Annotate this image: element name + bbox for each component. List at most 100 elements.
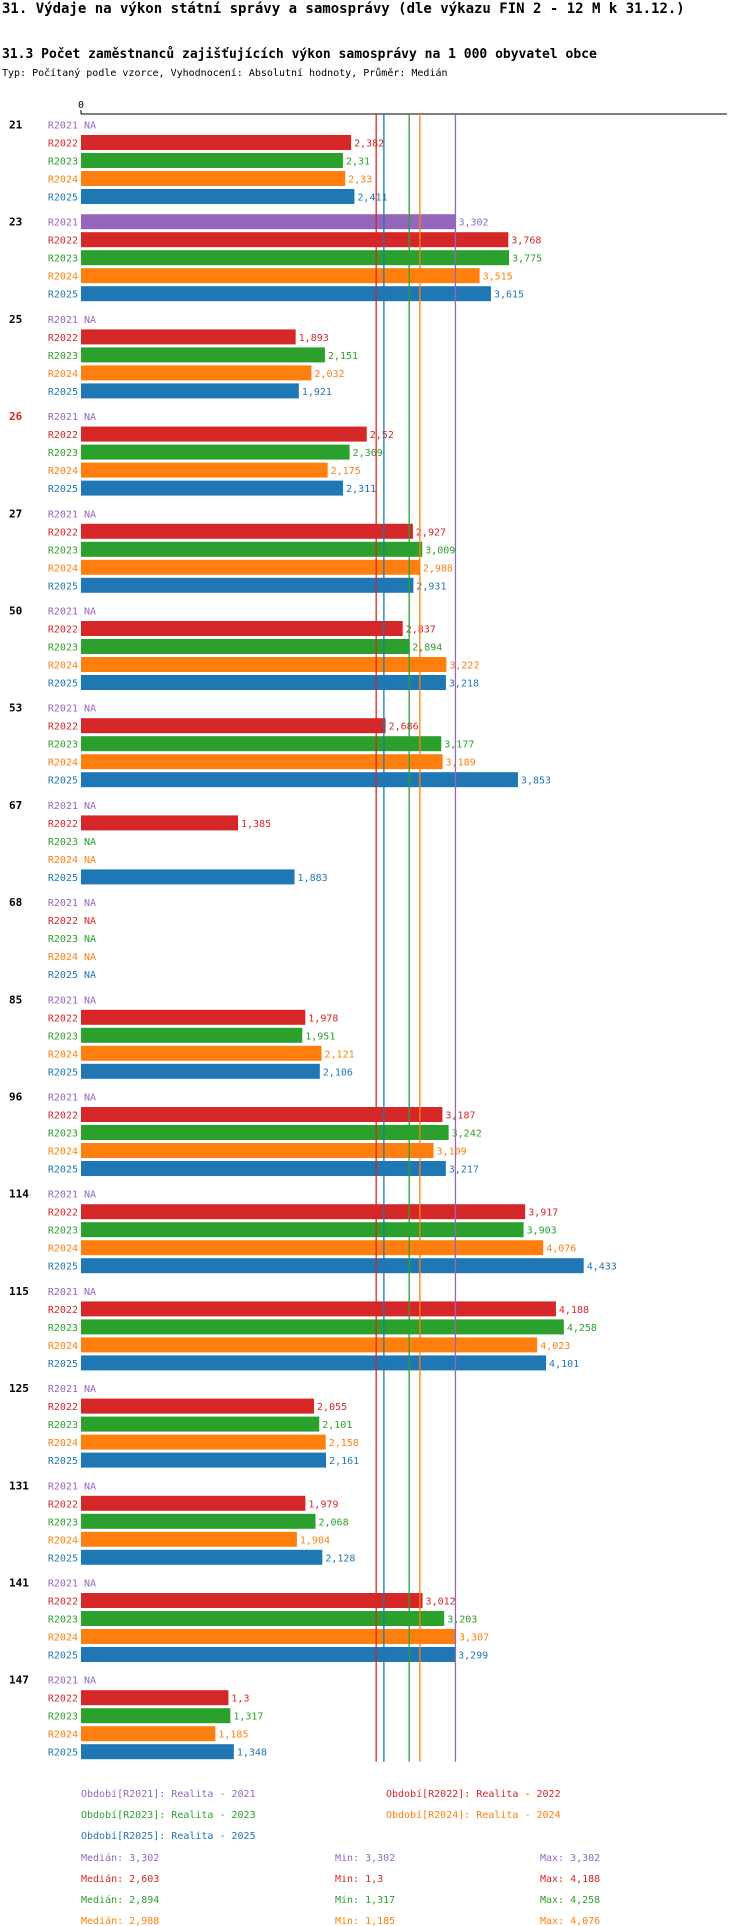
data-label: 3,917 [528,1208,558,1219]
series-row-label: R2025 [48,193,78,204]
x-axis-zero-label: 0 [78,100,84,111]
series-row-label: R2025 [48,1262,78,1273]
bar [81,268,480,284]
na-label: NA [84,916,96,927]
category-label: 23 [9,216,22,229]
data-label: 2,106 [323,1067,353,1078]
bar [81,135,352,150]
na-label: NA [84,855,96,866]
bar [81,1107,443,1122]
category-label: 114 [9,1188,29,1201]
data-label: 1,904 [300,1535,330,1546]
bar [81,1434,326,1450]
series-row-label: R2025 [48,581,78,592]
series-row-label: R2025 [48,776,78,787]
data-label: 2,927 [416,527,446,538]
series-row-label: R2023 [48,740,78,751]
series-row-label: R2022 [48,1499,78,1510]
data-label: 3,203 [447,1615,477,1626]
na-label: NA [84,952,96,963]
data-label: 3,515 [483,272,513,283]
stat-max: Max: 4,076 [540,1916,600,1926]
data-label: 3,302 [458,218,488,229]
series-row-label: R2025 [48,1359,78,1370]
bar [81,1009,306,1025]
bar [81,815,239,831]
data-label: 1,348 [237,1748,267,1759]
series-row-label: R2024 [48,175,78,186]
bar [81,1611,445,1626]
bar [81,214,456,230]
bar [81,1063,320,1079]
bar [81,383,299,399]
stat-median: Medián: 3,302 [81,1852,159,1864]
data-label: 4,188 [559,1305,589,1316]
series-row-label: R2022 [48,1013,78,1024]
category-label: 26 [9,410,23,423]
bar [81,365,312,381]
series-row-label: R2021 [48,801,78,812]
data-label: 2,686 [389,722,419,733]
data-label: 3,187 [445,1111,475,1122]
bar [81,1143,434,1158]
series-row-label: R2024 [48,272,78,283]
bar [81,1301,556,1317]
bar [81,1161,446,1176]
category-label: 25 [9,313,22,326]
bar [81,189,355,204]
bar [81,1593,423,1608]
series-row-label: R2024 [48,952,78,963]
bar [81,718,386,734]
data-label: 2,128 [325,1553,355,1564]
series-row-label: R2024 [48,1244,78,1255]
na-label: NA [84,121,96,132]
na-label: NA [84,607,96,618]
series-row-label: R2021 [48,607,78,618]
data-label: 2,311 [346,484,376,495]
data-label: 4,023 [540,1341,570,1352]
series-row-label: R2023 [48,448,78,459]
data-label: 3,222 [449,661,479,672]
series-row-label: R2025 [48,1165,78,1176]
series-row-label: R2022 [48,1597,78,1608]
data-label: 3,177 [444,740,474,751]
data-label: 3,189 [446,758,476,769]
data-label: 4,076 [546,1244,576,1255]
category-label: 85 [9,993,22,1006]
bar [81,1222,524,1238]
data-label: 2,369 [353,448,383,459]
data-label: 3,615 [494,290,524,301]
series-row-label: R2022 [48,236,78,247]
na-label: NA [84,412,96,423]
series-row-label: R2023 [48,1031,78,1042]
series-row-label: R2024 [48,661,78,672]
series-row-label: R2021 [48,509,78,520]
data-label: 1,883 [298,873,328,884]
na-label: NA [84,1093,96,1104]
series-row-label: R2022 [48,1208,78,1219]
series-row-label: R2023 [48,1323,78,1334]
series-row-label: R2023 [48,1517,78,1528]
series-row-label: R2023 [48,1129,78,1140]
series-row-label: R2022 [48,430,78,441]
data-label: 2,032 [314,369,344,380]
bar [81,1726,216,1742]
series-row-label: R2021 [48,1579,78,1590]
data-label: 2,151 [328,351,358,362]
bar [81,1416,320,1432]
na-label: NA [84,1190,96,1201]
series-row-label: R2023 [48,1712,78,1723]
category-label: 147 [9,1674,29,1687]
data-label: 2,931 [416,581,446,592]
series-row-label: R2023 [48,1615,78,1626]
bar [81,1398,315,1414]
chart-subtitle: Typ: Počítaný podle vzorce, Vyhodnocení:… [2,68,448,79]
bar [81,772,518,788]
series-row-label: R2021 [48,704,78,715]
legend-entry: Období[R2024]: Realita - 2024 [386,1809,561,1821]
series-row-label: R2023 [48,837,78,848]
data-label: 2,894 [412,643,442,654]
data-label: 2,33 [348,175,372,186]
bar [81,736,442,752]
series-row-label: R2023 [48,545,78,556]
